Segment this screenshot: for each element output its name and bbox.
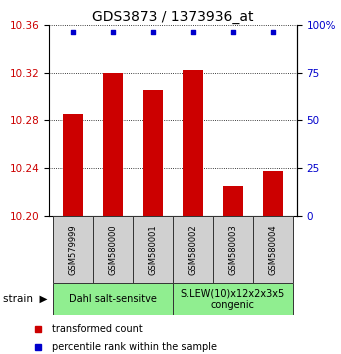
Text: Dahl salt-sensitve: Dahl salt-sensitve — [69, 294, 157, 304]
Point — [230, 30, 236, 35]
Bar — [103, 73, 123, 216]
Bar — [223, 186, 243, 216]
Text: GSM580003: GSM580003 — [228, 224, 237, 275]
Bar — [54, 216, 93, 283]
Text: GSM580000: GSM580000 — [109, 224, 118, 275]
Text: S.LEW(10)x12x2x3x5
congenic: S.LEW(10)x12x2x3x5 congenic — [181, 288, 285, 310]
Text: percentile rank within the sample: percentile rank within the sample — [52, 342, 217, 352]
Point — [190, 30, 196, 35]
Bar — [63, 114, 83, 216]
Text: GSM579999: GSM579999 — [69, 224, 78, 275]
Bar — [173, 283, 293, 315]
Text: transformed count: transformed count — [52, 324, 143, 334]
Text: strain  ▶: strain ▶ — [3, 294, 48, 304]
Bar — [93, 216, 133, 283]
Text: GSM580004: GSM580004 — [268, 224, 277, 275]
Point — [110, 30, 116, 35]
Point — [150, 30, 156, 35]
Bar — [54, 283, 173, 315]
Text: GSM580002: GSM580002 — [189, 224, 197, 275]
Text: GSM580001: GSM580001 — [149, 224, 158, 275]
Bar — [133, 216, 173, 283]
Bar — [143, 91, 163, 216]
Bar — [263, 171, 283, 216]
Bar — [183, 70, 203, 216]
Point — [71, 30, 76, 35]
Point — [270, 30, 276, 35]
Bar — [253, 216, 293, 283]
Bar — [213, 216, 253, 283]
Title: GDS3873 / 1373936_at: GDS3873 / 1373936_at — [92, 10, 254, 24]
Bar — [173, 216, 213, 283]
